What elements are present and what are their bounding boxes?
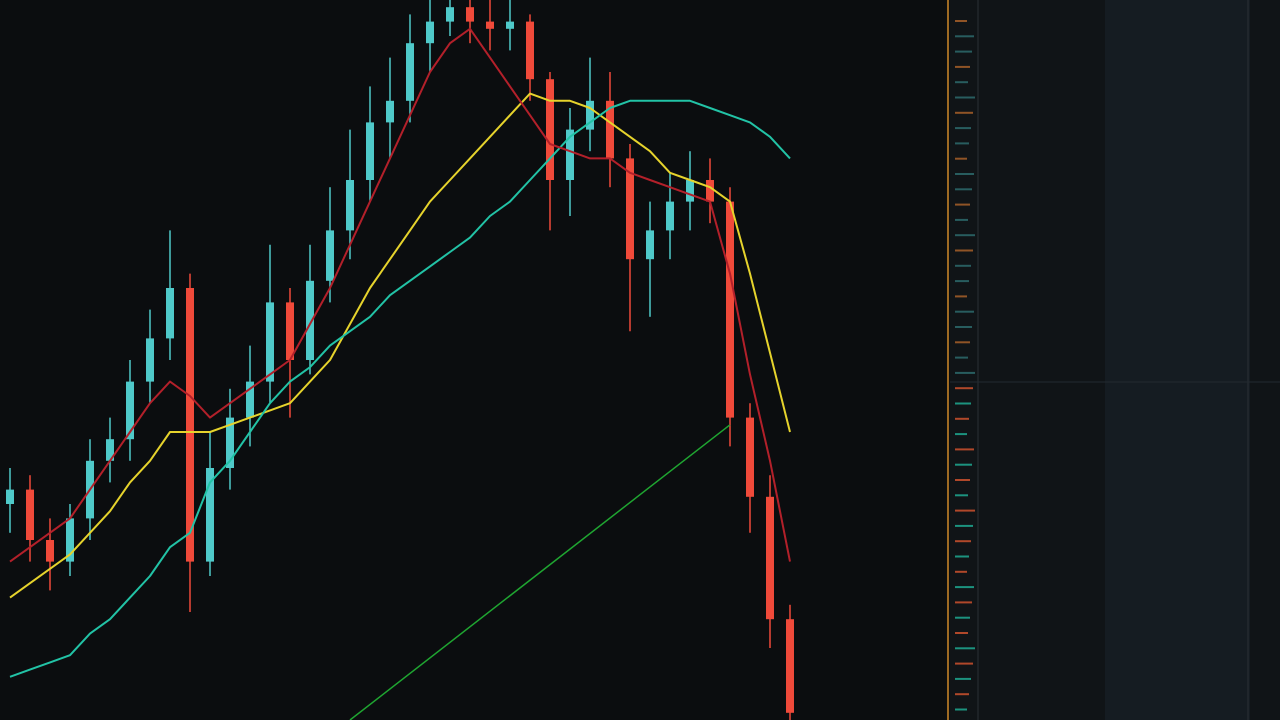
order-book-bar [955, 540, 971, 543]
candle-body [426, 21, 434, 44]
candle-body [166, 288, 174, 339]
order-book-bar [955, 494, 968, 497]
candle-body [766, 496, 774, 620]
candle-body [466, 7, 474, 22]
candle-body [146, 338, 154, 382]
candle-body [46, 540, 54, 562]
candle-body [486, 21, 494, 29]
candle-body [606, 100, 614, 159]
order-book-bar [955, 264, 971, 267]
order-book-bar [955, 203, 970, 206]
order-book-bar [955, 173, 974, 175]
candle-body [126, 381, 134, 440]
order-book-bar [955, 127, 971, 130]
order-book-bar [955, 371, 975, 374]
candle-body [346, 180, 354, 231]
order-book-bar [955, 218, 968, 221]
candle-body [66, 518, 74, 562]
candle-body [26, 489, 34, 540]
candle-body [366, 122, 374, 180]
candle-body [246, 381, 254, 418]
candle-body [586, 100, 594, 130]
order-book-bar [955, 356, 968, 359]
candle-body [566, 129, 574, 180]
order-book-bar [955, 479, 970, 481]
candle-body [206, 468, 214, 562]
candle-body [406, 43, 414, 101]
candle-body [266, 302, 274, 382]
order-book-bar [955, 65, 970, 68]
order-book-bar [955, 188, 972, 191]
order-book-bar [955, 417, 969, 420]
candle-body [646, 230, 654, 260]
order-book-bar [955, 35, 974, 38]
candle-body [286, 302, 294, 360]
order-book-bar [955, 693, 969, 696]
order-book-bar [955, 234, 975, 237]
moving-average-line [9, 99, 791, 678]
candle-body [666, 201, 674, 231]
order-book-bar [955, 632, 968, 634]
order-book-bar [955, 249, 973, 252]
order-book-bar [955, 524, 973, 527]
candle-body [526, 21, 534, 80]
trend-line [349, 424, 731, 720]
order-book-bar [955, 20, 967, 22]
moving-average-line [9, 92, 791, 599]
order-book-bar [955, 310, 974, 313]
candle-body [626, 158, 634, 260]
order-book-bar [955, 647, 975, 650]
candle-body [106, 439, 114, 461]
order-book-bar [955, 463, 972, 466]
order-book-bar [955, 448, 974, 451]
candle-body [306, 280, 314, 360]
candle-body [226, 417, 234, 468]
candle-body [446, 7, 454, 22]
order-book-bar [955, 96, 975, 99]
order-book-bar [955, 616, 970, 619]
order-book-bar [955, 280, 969, 283]
order-book-bar [955, 570, 967, 573]
order-book-bar [955, 708, 967, 711]
order-book-bar [955, 50, 972, 53]
order-book-bar [955, 586, 974, 589]
order-book-bar [955, 387, 973, 390]
candle-body [786, 619, 794, 713]
plot-background [0, 0, 948, 720]
order-book-bar [955, 433, 967, 436]
order-book-bar [955, 157, 967, 160]
candle-body [6, 489, 14, 504]
order-book-bar [955, 142, 969, 145]
depth-panel [1105, 0, 1250, 720]
order-book-bar [955, 509, 975, 512]
order-book-bar [955, 295, 967, 298]
order-book-bar [955, 662, 973, 665]
candle-body [506, 21, 514, 29]
moving-average-line [9, 27, 791, 563]
candle-body [726, 201, 734, 418]
order-book-bar [955, 677, 971, 680]
order-book-bar [955, 601, 972, 604]
candle-body [386, 100, 394, 123]
candle-body [186, 288, 194, 562]
candle-body [686, 180, 694, 202]
candle-body [546, 79, 554, 180]
order-book-bar [955, 326, 972, 328]
order-book-bar [955, 402, 971, 405]
candle-body [746, 417, 754, 497]
candle-body [326, 230, 334, 281]
order-book-bar [955, 341, 970, 344]
order-book-bar [955, 81, 968, 84]
order-book-bar [955, 555, 969, 558]
order-book-bars [955, 20, 975, 711]
order-book-bar [955, 111, 973, 114]
candle-body [706, 180, 714, 202]
